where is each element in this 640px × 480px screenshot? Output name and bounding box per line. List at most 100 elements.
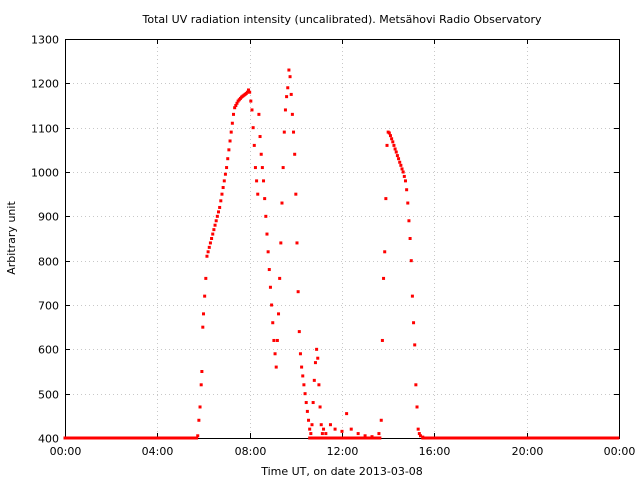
data-point <box>318 405 322 409</box>
data-point <box>335 436 339 440</box>
data-point <box>266 250 270 254</box>
data-point <box>222 179 226 183</box>
data-point <box>321 436 325 440</box>
x-tick-labels: 00:00 04:00 08:00 12:00 16:00 20:00 00:00 <box>50 445 636 458</box>
data-point <box>416 427 420 431</box>
data-point <box>210 237 214 240</box>
data-point <box>409 259 413 263</box>
data-point <box>215 214 219 218</box>
data-point <box>379 418 383 422</box>
data-point <box>233 106 237 110</box>
data-point <box>405 188 409 192</box>
data-point <box>303 392 307 396</box>
data-point <box>358 436 362 440</box>
data-point <box>328 436 332 440</box>
data-point <box>305 409 309 413</box>
data-point <box>359 436 363 440</box>
data-point <box>260 166 264 170</box>
data-point <box>315 347 319 351</box>
data-point <box>339 436 343 440</box>
data-point <box>308 436 312 440</box>
data-point <box>307 418 311 422</box>
axis-ticks <box>65 39 620 439</box>
data-point <box>352 436 356 440</box>
data-point <box>221 186 225 190</box>
data-point <box>385 143 389 147</box>
y-tick-label: 700 <box>38 300 59 313</box>
data-point <box>340 429 344 433</box>
data-point <box>367 436 371 440</box>
y-tick-labels: 400 500 600 700 800 900 1000 1100 1200 1300 <box>31 34 59 446</box>
data-point <box>252 143 256 147</box>
data-point <box>271 321 275 325</box>
data-point <box>283 108 287 112</box>
data-point <box>297 330 301 334</box>
data-point <box>286 86 290 90</box>
data-point <box>211 232 215 236</box>
data-point <box>219 199 223 203</box>
data-point <box>421 435 425 439</box>
data-point <box>300 365 304 369</box>
data-point <box>334 436 338 440</box>
data-point <box>265 232 269 236</box>
data-points <box>63 68 620 440</box>
data-point <box>410 294 414 298</box>
data-point <box>324 436 328 440</box>
data-point <box>257 112 261 116</box>
data-point <box>225 166 229 170</box>
data-point <box>313 361 317 365</box>
data-point <box>320 432 324 436</box>
data-point <box>309 432 313 436</box>
data-point <box>382 276 386 280</box>
data-point <box>294 192 298 196</box>
data-point <box>415 405 419 409</box>
grid-lines <box>65 39 619 438</box>
data-point <box>363 436 367 440</box>
data-point <box>311 436 315 440</box>
data-point <box>220 192 224 196</box>
y-tick-label: 400 <box>38 433 59 446</box>
data-point <box>333 427 337 431</box>
data-point <box>313 436 317 440</box>
data-point <box>247 88 251 92</box>
data-point <box>332 436 336 440</box>
data-point <box>393 147 397 151</box>
data-point <box>214 219 218 223</box>
data-point <box>397 157 401 161</box>
data-point <box>326 436 330 440</box>
data-point <box>287 68 291 72</box>
data-point <box>356 432 360 436</box>
data-point <box>229 130 233 134</box>
data-point <box>259 152 263 156</box>
data-point <box>374 436 378 440</box>
data-point <box>270 303 274 307</box>
y-tick-label: 1300 <box>31 34 59 47</box>
data-point <box>304 401 308 405</box>
data-point <box>195 436 199 440</box>
data-point <box>289 92 293 96</box>
data-point <box>322 436 326 440</box>
data-point <box>350 436 354 440</box>
data-point <box>370 435 374 439</box>
data-point <box>208 241 212 245</box>
data-point <box>412 321 416 325</box>
data-point <box>272 338 276 342</box>
data-point <box>349 427 353 431</box>
data-point <box>365 436 369 440</box>
x-tick-label: 12:00 <box>327 445 359 458</box>
data-point <box>399 163 403 167</box>
data-point <box>341 436 345 440</box>
x-tick-label: 16:00 <box>419 445 451 458</box>
data-point <box>401 170 405 174</box>
data-point <box>328 423 332 427</box>
data-point <box>196 434 200 438</box>
data-point <box>201 325 205 329</box>
data-point <box>197 418 201 422</box>
data-point <box>262 179 266 183</box>
data-point <box>395 154 399 158</box>
data-point <box>343 436 347 440</box>
data-point <box>315 436 319 440</box>
data-point <box>207 245 211 249</box>
chart-title: Total UV radiation intensity (uncalibrat… <box>142 13 542 26</box>
